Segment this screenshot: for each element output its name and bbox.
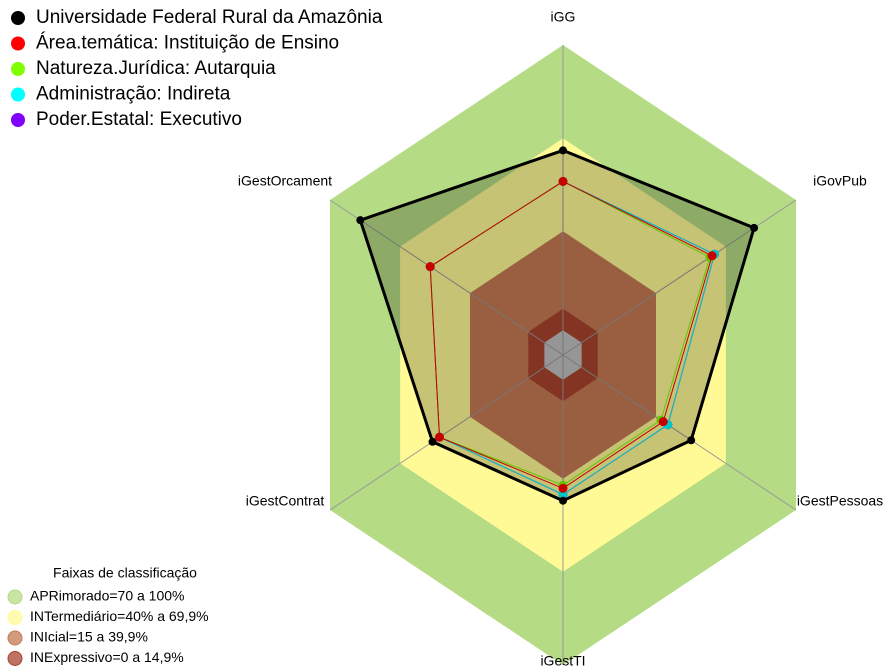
point xyxy=(750,223,759,232)
legend-dot xyxy=(11,113,25,127)
band-dot xyxy=(7,610,23,625)
legend-dot xyxy=(11,87,25,102)
axis-line xyxy=(562,354,797,511)
legend-label: Universidade Federal Rural da Amazônia xyxy=(36,7,383,28)
legend-label: Natureza.Jurídica: Autarquia xyxy=(36,58,276,79)
band-label: INExpressivo=0 a 14,9% xyxy=(30,649,184,665)
point xyxy=(658,417,668,427)
point xyxy=(558,490,568,499)
point xyxy=(707,251,717,261)
legend-label: Administração: Indireta xyxy=(36,84,231,105)
band-dot xyxy=(7,589,23,605)
band-dot xyxy=(7,630,23,646)
axis-line xyxy=(329,354,564,511)
point xyxy=(356,216,365,225)
legend-dot xyxy=(11,11,25,25)
axis-line xyxy=(329,199,564,356)
legend-label: Área.temática: Instituição de Ensino xyxy=(36,33,339,54)
axis-label: iGG xyxy=(551,9,576,25)
point xyxy=(687,436,696,445)
axis-label: iGestTI xyxy=(540,653,585,669)
point xyxy=(435,432,445,442)
legend-dot xyxy=(11,36,25,51)
legend-dot xyxy=(11,62,25,76)
point xyxy=(428,437,437,446)
axis-label: iGovPub xyxy=(813,173,867,189)
band-dot xyxy=(7,651,23,666)
bands-title: Faixas de classificação xyxy=(53,565,197,581)
axis-label: iGestPessoas xyxy=(797,493,883,509)
point xyxy=(559,146,567,155)
point xyxy=(558,483,568,493)
point xyxy=(425,262,435,272)
axis-label: iGestOrcament xyxy=(238,173,332,189)
band-label: APRimorado=70 a 100% xyxy=(30,588,185,604)
point xyxy=(559,496,567,505)
legend-label: Poder.Estatal: Executivo xyxy=(36,109,242,130)
axis-label: iGestContrat xyxy=(246,493,325,509)
band-label: INIcial=15 a 39,9% xyxy=(30,629,148,645)
point xyxy=(558,176,568,186)
band-label: INTermediário=40% a 69,9% xyxy=(30,608,209,624)
